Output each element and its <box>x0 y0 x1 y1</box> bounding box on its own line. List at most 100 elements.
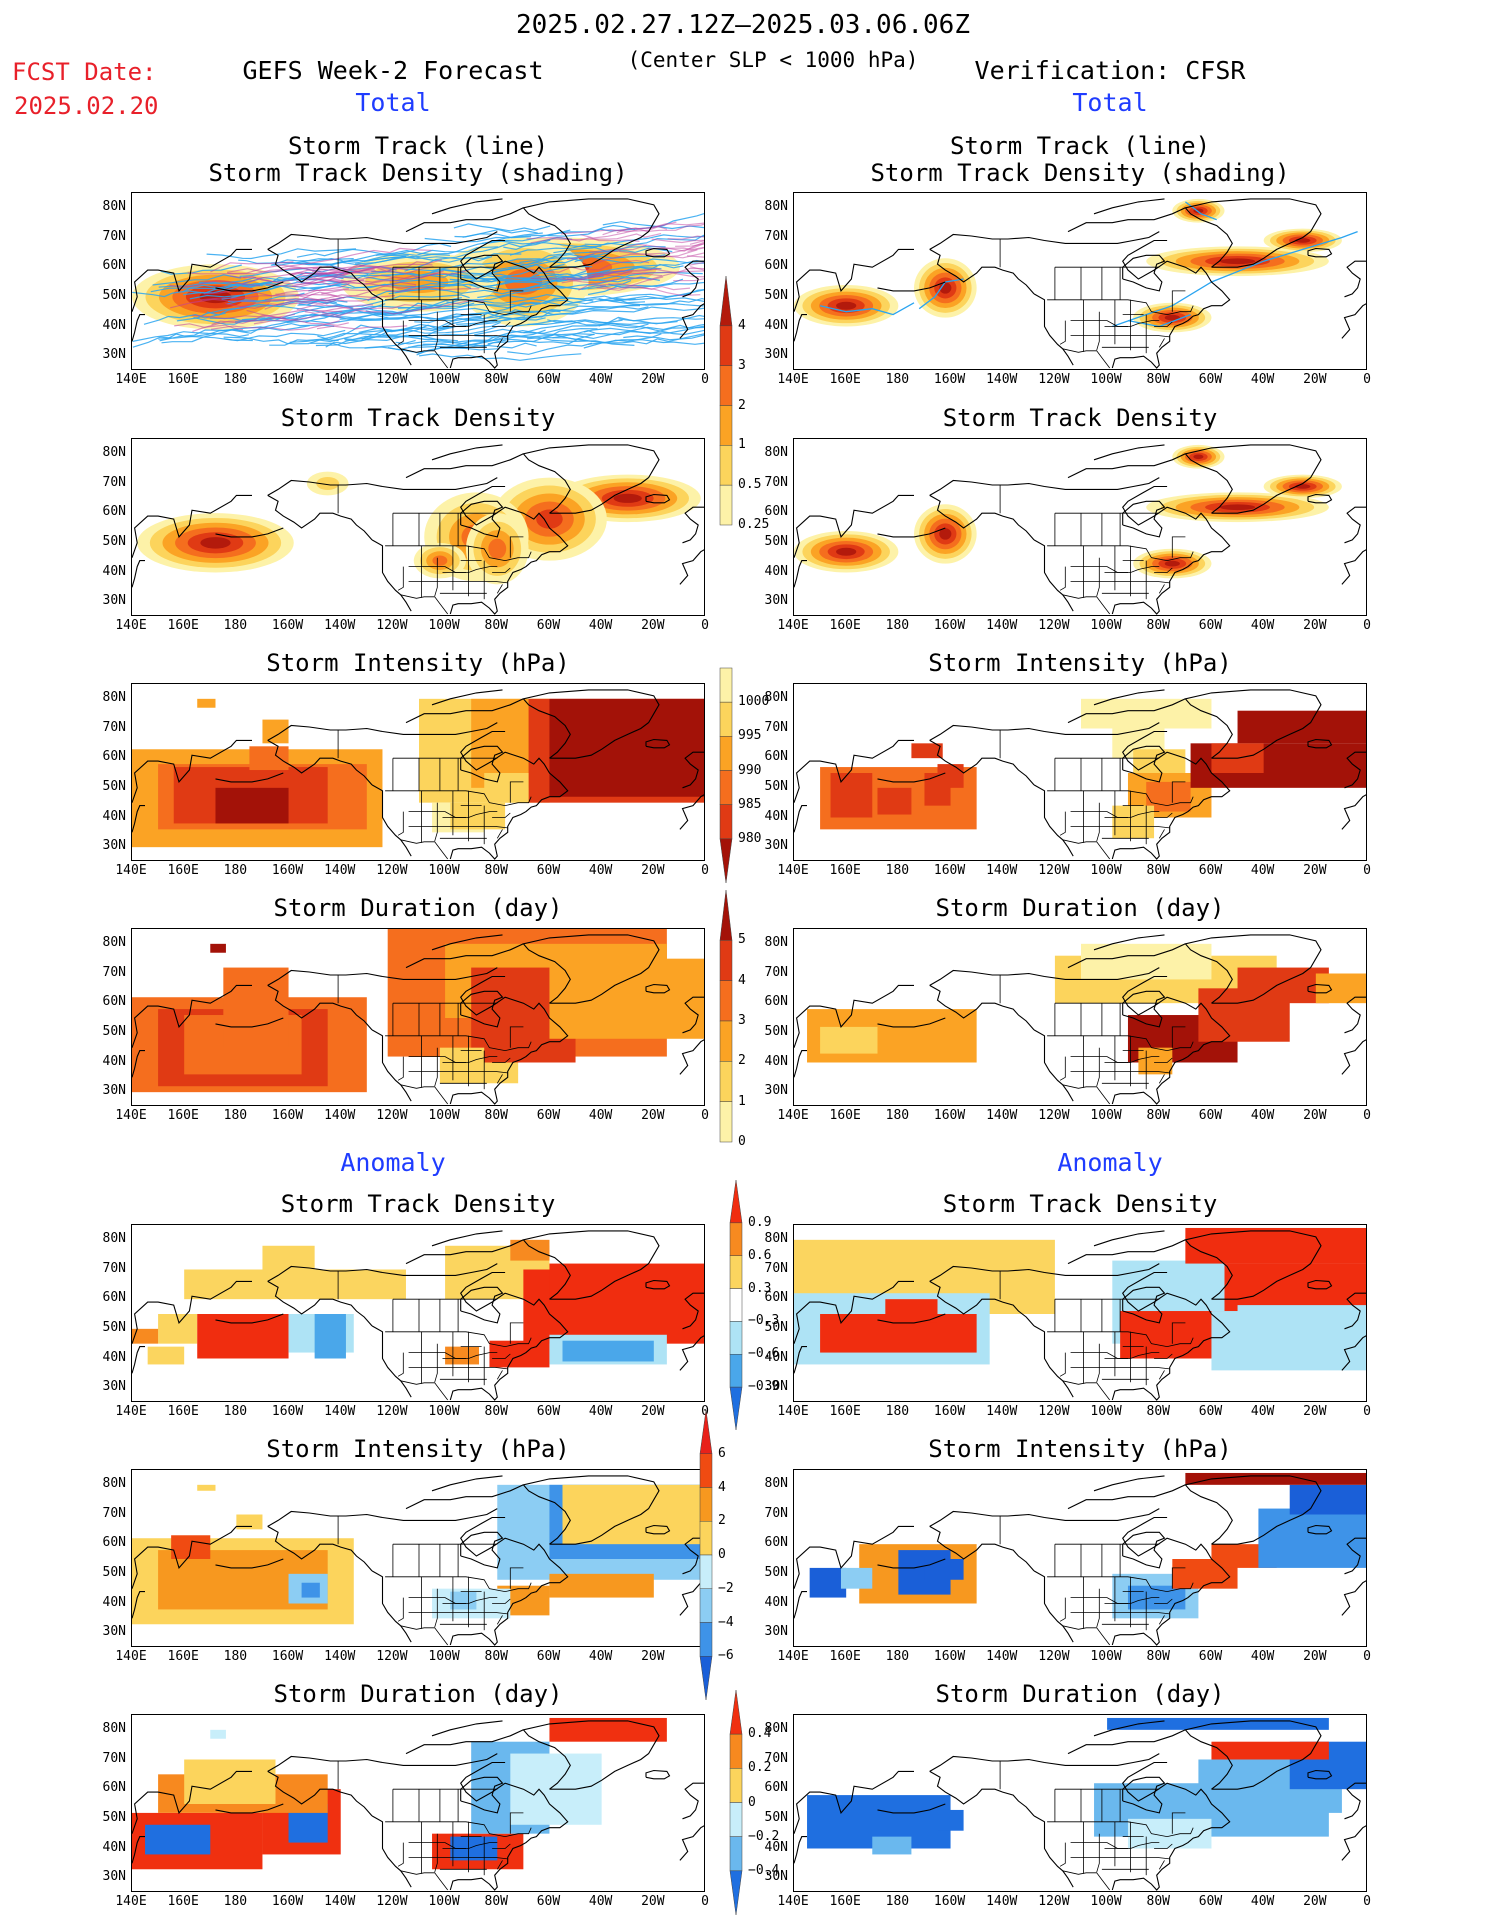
coastline <box>215 1017 284 1028</box>
coastline <box>929 739 1035 786</box>
political-boundary <box>1070 1070 1170 1074</box>
storm-track-line <box>315 316 526 347</box>
coastline <box>132 1280 252 1344</box>
right-column-title: Verification: CFSR <box>974 56 1246 85</box>
lon-tick-label: 40W <box>588 1108 613 1123</box>
lon-tick-label: 120W <box>1038 618 1070 633</box>
lon-tick-label: 120W <box>376 372 408 387</box>
coastline <box>522 444 660 514</box>
coastline <box>929 1525 1035 1572</box>
lon-tick-label: 20W <box>641 618 665 633</box>
lat-tick-label: 80N <box>102 1230 126 1246</box>
lat-tick-label: 40N <box>102 1349 126 1365</box>
coastline <box>267 739 373 786</box>
storm-track-line <box>424 229 571 243</box>
storm-track-line <box>253 319 349 326</box>
political-boundary <box>400 1625 449 1646</box>
lon-tick-label: 20W <box>641 1404 665 1419</box>
storm-track-line <box>241 266 381 285</box>
colorbar-label: 0.4 <box>748 1726 772 1742</box>
coastline <box>405 943 524 969</box>
coastline <box>682 1292 704 1330</box>
storm-track-line <box>296 304 427 311</box>
lon-tick-label: 0 <box>1363 1108 1371 1123</box>
lon-tick-label: 160E <box>167 1108 199 1123</box>
lat-tick-label: 40N <box>764 1053 788 1069</box>
colorbar-swatch <box>719 1020 733 1062</box>
political-boundary <box>509 1322 524 1344</box>
grid-shading <box>1133 749 1186 773</box>
lon-tick-label: 60W <box>1198 1649 1223 1664</box>
political-boundary <box>1047 299 1194 316</box>
lon-tick-label: 180 <box>223 618 248 633</box>
lon-tick-label: 60W <box>1198 1894 1223 1909</box>
colorbar-label: 1000 <box>738 694 770 710</box>
lat-tick-label: 70N <box>102 719 126 735</box>
lat-tick-label: 30N <box>764 593 788 609</box>
coastline <box>1184 1720 1322 1790</box>
grid-shading <box>445 1346 480 1365</box>
coastline <box>405 1239 524 1265</box>
political-boundary <box>1059 1842 1066 1867</box>
storm-track-line <box>529 259 650 273</box>
coastline <box>449 1271 569 1401</box>
coastline <box>679 303 704 339</box>
coastline <box>1111 1516 1231 1646</box>
lon-tick-label: 180 <box>223 372 248 387</box>
coastline <box>1093 1720 1165 1737</box>
political-boundary <box>1158 584 1165 594</box>
colorbar-swatch <box>729 1836 743 1872</box>
political-boundary <box>1171 290 1186 312</box>
coastline <box>132 1836 145 1864</box>
storm-track-line <box>477 285 606 299</box>
lon-tick-label: 40W <box>588 1894 613 1909</box>
storm-track-line <box>158 333 253 342</box>
colorbar-swatch <box>719 1061 733 1102</box>
storm-track-line <box>574 255 704 264</box>
storm-track-line <box>918 278 964 310</box>
coastline <box>522 689 660 759</box>
lon-tick-label: 20W <box>1303 1649 1327 1664</box>
coastline <box>682 996 704 1034</box>
lon-tick-label: 160E <box>167 1894 199 1909</box>
colorbar-duration_anom <box>729 1689 743 1916</box>
coastline <box>382 231 498 244</box>
storm-track-line <box>819 302 915 316</box>
lat-tick-label: 80N <box>102 934 126 950</box>
colorbar-swatch <box>729 1870 743 1916</box>
lat-tick-label: 40N <box>764 1839 788 1855</box>
storm-track-line <box>187 266 322 275</box>
lat-tick-label: 30N <box>102 838 126 854</box>
lon-tick-label: 20W <box>641 1894 665 1909</box>
coastline <box>1044 231 1160 244</box>
left-total-label: Total <box>355 88 431 117</box>
storm-track-line <box>453 223 551 232</box>
coastline <box>929 984 1035 1031</box>
political-boundary <box>509 1812 524 1834</box>
storm-track-line <box>395 282 472 294</box>
storm-track-line <box>354 255 493 265</box>
coastline <box>1093 1230 1165 1247</box>
coastline <box>132 1050 145 1078</box>
panel-title: Storm Track Density <box>942 404 1218 432</box>
lon-tick-label: 140W <box>986 1649 1018 1664</box>
lon-tick-label: 120W <box>376 863 408 878</box>
coastline <box>794 805 807 833</box>
left-column-title: GEFS Week-2 Forecast <box>242 56 544 85</box>
lat-tick-label: 40N <box>764 808 788 824</box>
lon-tick-label: 140W <box>324 863 356 878</box>
lon-tick-label: 160W <box>933 1108 966 1123</box>
lon-tick-label: 160W <box>271 1108 304 1123</box>
political-boundary <box>1062 348 1111 369</box>
panel-title: Storm Duration (day) <box>935 894 1225 922</box>
colorbar-label: 0.5 <box>738 477 762 493</box>
map-panel-density-gefs <box>131 438 705 616</box>
storm-track-line <box>572 323 704 340</box>
lon-tick-label: 140W <box>324 1649 356 1664</box>
storm-track-line <box>547 319 678 326</box>
storm-track-line <box>264 294 396 303</box>
coastline <box>1122 745 1166 783</box>
lat-tick-label: 30N <box>764 1869 788 1885</box>
lon-tick-label: 40W <box>1250 618 1275 633</box>
lon-tick-label: 80W <box>1146 1649 1171 1664</box>
